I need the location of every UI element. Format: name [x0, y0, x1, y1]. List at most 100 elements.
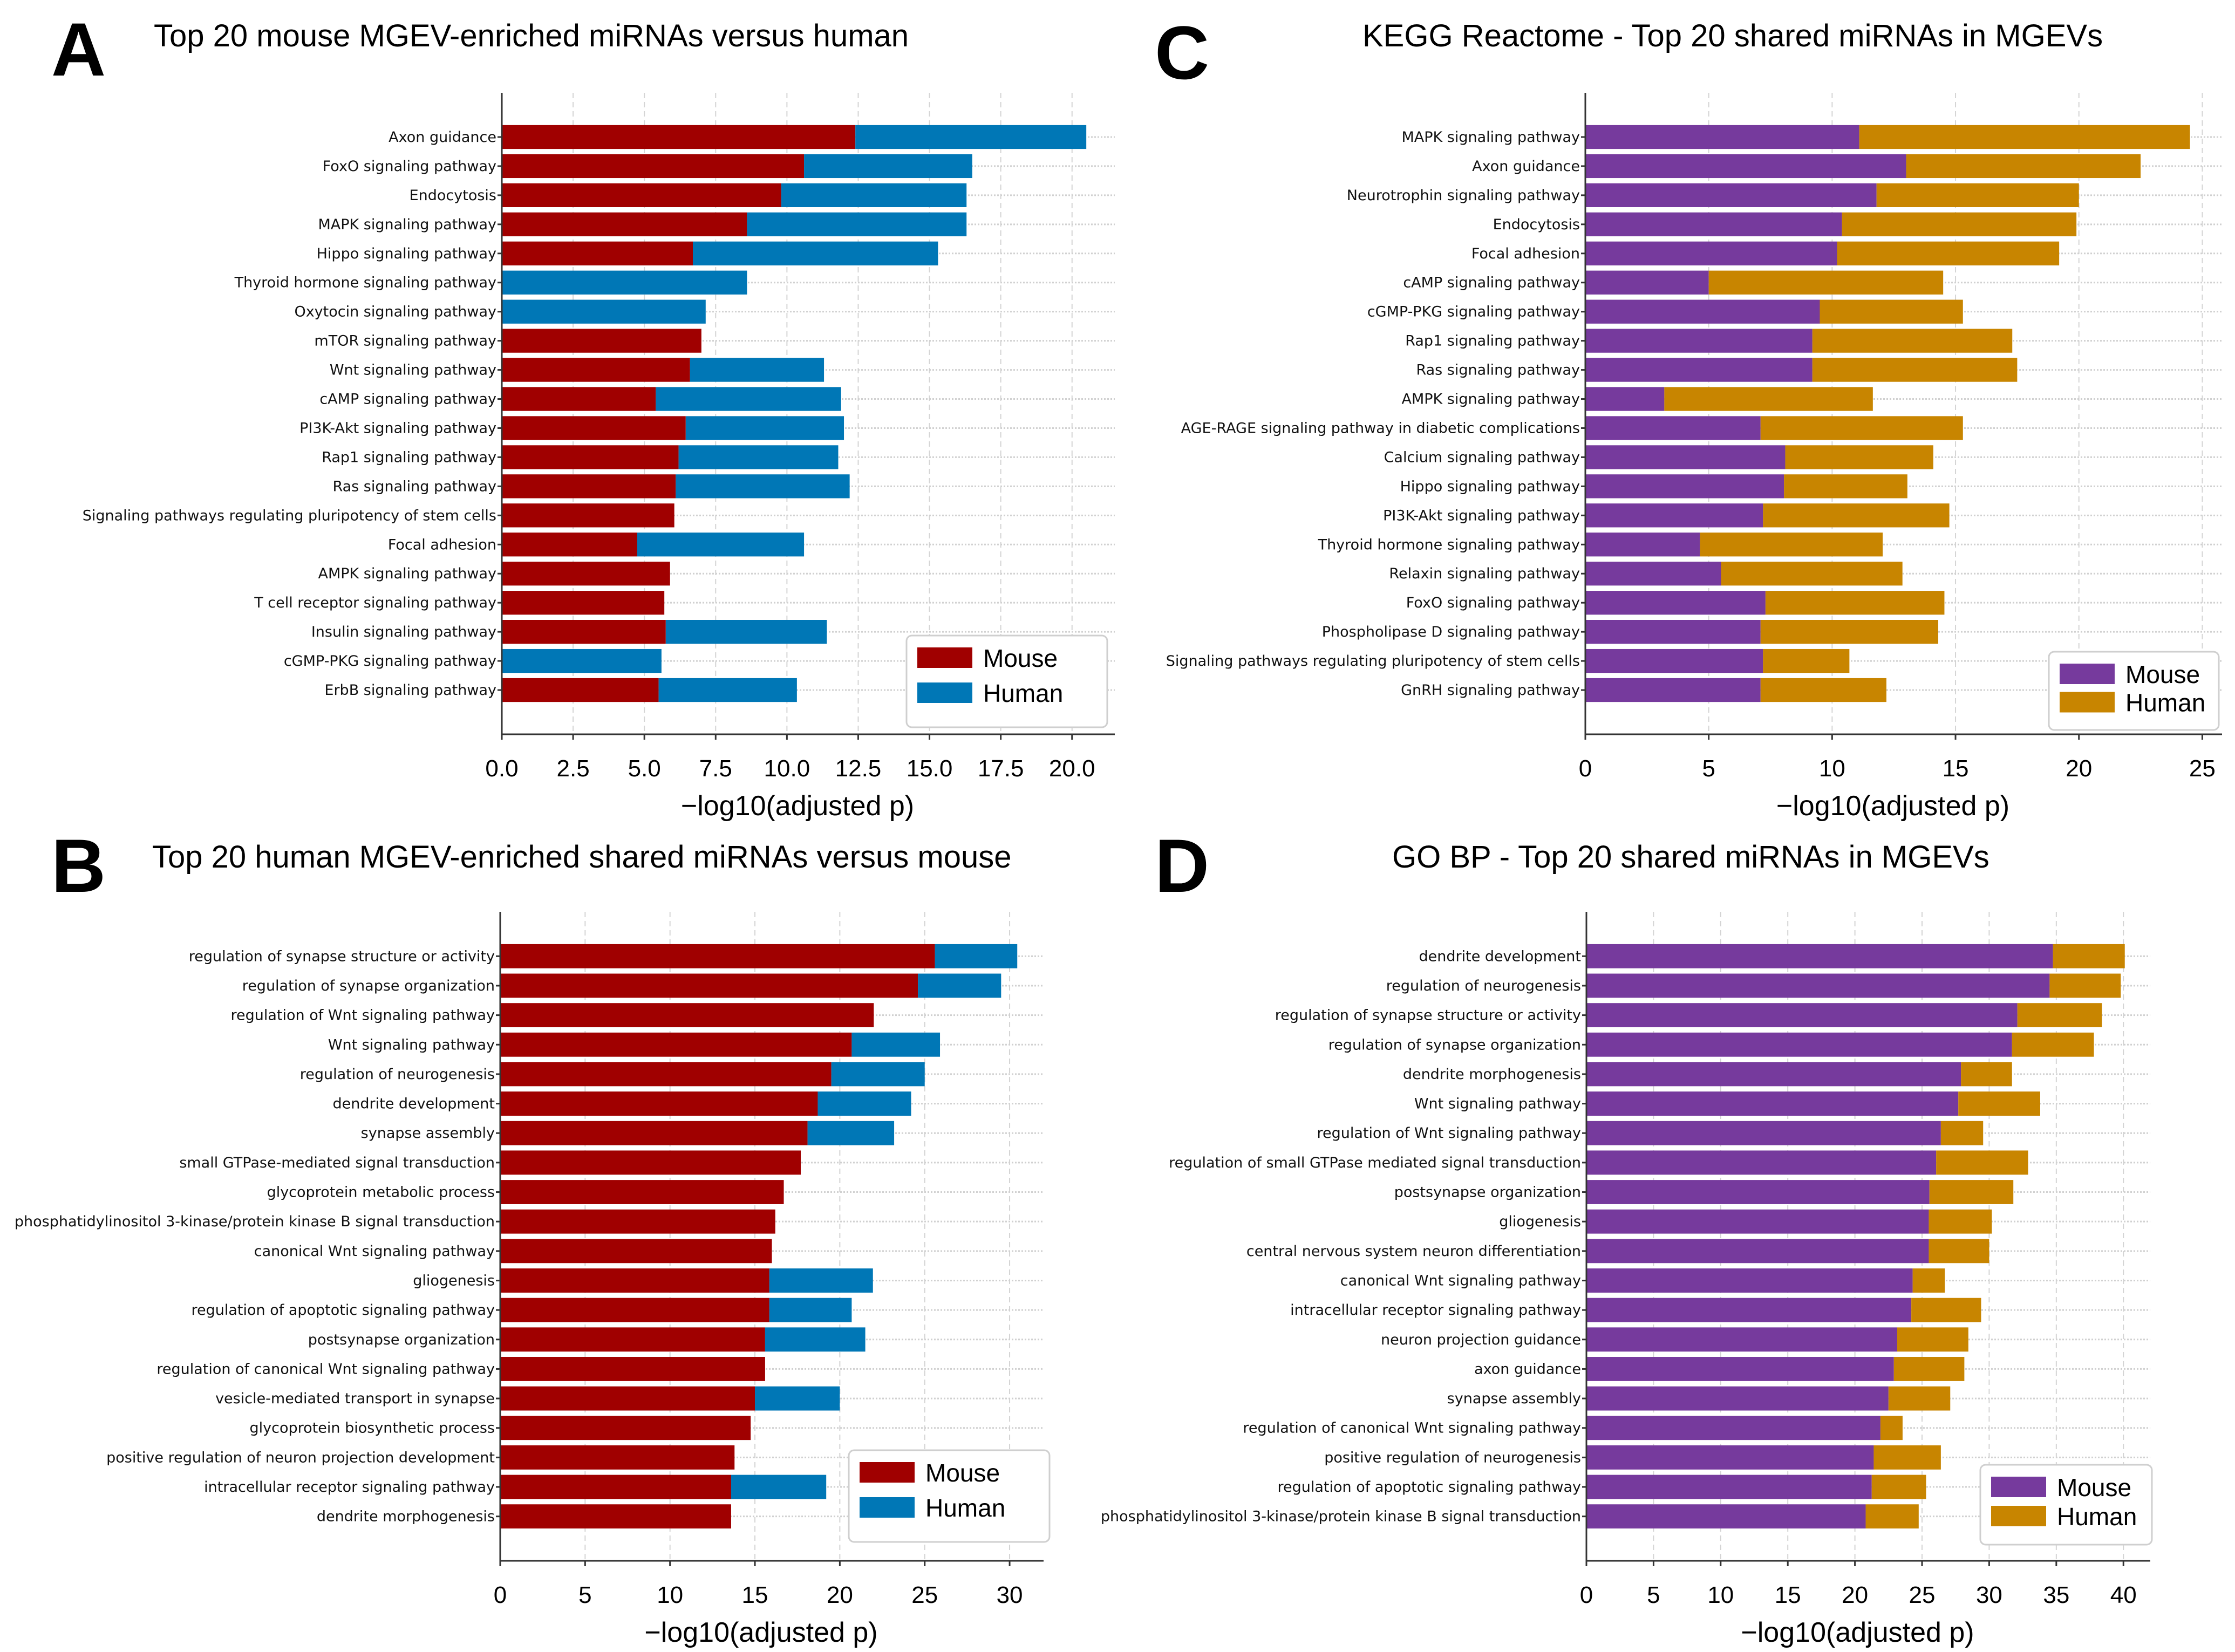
bar-mouse-18 — [1585, 620, 1761, 644]
x-tick-label: 2.5 — [557, 755, 590, 782]
category-label: dendrite morphogenesis — [317, 1508, 495, 1525]
bar-mouse-2 — [1585, 154, 1906, 179]
category-label: Phospholipase D signaling pathway — [1322, 624, 1580, 640]
bar-human-16 — [755, 1386, 840, 1411]
bar-mouse-6 — [500, 1091, 818, 1116]
x-tick-label: 5 — [1647, 1582, 1660, 1608]
x-tick-label: 25 — [1909, 1582, 1936, 1608]
legend-label-mouse: Mouse — [925, 1459, 1000, 1487]
category-label: AMPK signaling pathway — [318, 565, 496, 582]
bar-human-15 — [1700, 533, 1883, 557]
legend-label-mouse: Mouse — [2057, 1473, 2131, 1501]
x-tick-label: 20 — [827, 1582, 853, 1608]
bar-mouse-17 — [1586, 1416, 1880, 1441]
x-tick-label: 10 — [1707, 1582, 1734, 1608]
panel-letter-a: A — [51, 7, 106, 92]
bar-human-16 — [1888, 1386, 1951, 1411]
bar-mouse-15 — [1586, 1357, 1894, 1381]
bar-mouse-5 — [1585, 241, 1837, 265]
bar-mouse-2 — [502, 154, 805, 179]
category-label: Wnt signaling pathway — [330, 362, 496, 379]
bar-human-2 — [804, 154, 972, 179]
bar-mouse-8 — [1586, 1150, 1937, 1175]
legend-swatch-mouse — [917, 647, 972, 668]
category-label: Signaling pathways regulating pluripoten… — [83, 507, 496, 524]
x-tick-label: 20 — [2066, 755, 2092, 782]
bar-human-1 — [935, 944, 1018, 968]
category-label: cAMP signaling pathway — [319, 391, 496, 408]
bar-mouse-12 — [1586, 1268, 1913, 1293]
bar-mouse-18 — [502, 620, 666, 644]
category-label: phosphatidylinositol 3-kinase/protein ki… — [15, 1213, 495, 1230]
bar-human-2 — [918, 973, 1001, 998]
bar-mouse-13 — [1586, 1298, 1912, 1322]
panel-title-a: Top 20 mouse MGEV-enriched miRNAs versus… — [154, 18, 909, 53]
x-tick-label: 10 — [657, 1582, 683, 1608]
x-tick-label: 7.5 — [699, 755, 732, 782]
category-label: regulation of synapse structure or activ… — [189, 948, 495, 965]
panel-letter-c: C — [1155, 10, 1210, 95]
x-axis-title: −log10(adjusted p) — [644, 1617, 877, 1648]
category-label: gliogenesis — [1499, 1213, 1581, 1230]
bar-mouse-11 — [1585, 416, 1761, 440]
bar-mouse-4 — [1585, 212, 1842, 236]
bar-human-7 — [1940, 1121, 1984, 1145]
bar-human-17 — [1880, 1416, 1903, 1441]
category-label: dendrite morphogenesis — [1403, 1066, 1581, 1083]
bar-human-13 — [676, 474, 850, 499]
bar-mouse-3 — [1586, 1003, 2018, 1028]
category-label: central nervous system neuron differenti… — [1246, 1243, 1581, 1260]
x-tick-label: 15 — [742, 1582, 768, 1608]
bar-human-3 — [1876, 183, 2079, 207]
bar-human-20 — [1760, 678, 1886, 702]
x-tick-label: 40 — [2110, 1582, 2137, 1608]
panel-title-c: KEGG Reactome - Top 20 shared miRNAs in … — [1362, 18, 2103, 53]
bar-mouse-16 — [1585, 562, 1721, 586]
legend-label-mouse: Mouse — [983, 644, 1058, 672]
bar-mouse-10 — [500, 1209, 775, 1234]
category-label: regulation of synapse organization — [1328, 1036, 1581, 1053]
bar-mouse-12 — [500, 1268, 769, 1293]
bar-mouse-20 — [1585, 678, 1761, 702]
category-label: Focal adhesion — [388, 536, 496, 553]
x-tick-label: 30 — [997, 1582, 1023, 1608]
bar-mouse-8 — [500, 1150, 801, 1175]
category-label: GnRH signaling pathway — [1401, 682, 1580, 699]
panel-title-b: Top 20 human MGEV-enriched shared miRNAs… — [152, 839, 1012, 875]
x-tick-label: 0 — [494, 1582, 507, 1608]
category-label: regulation of Wnt signaling pathway — [1317, 1125, 1582, 1142]
category-label: FoxO signaling pathway — [323, 158, 496, 175]
category-label: small GTPase-mediated signal transductio… — [179, 1155, 495, 1171]
bar-human-9 — [1812, 358, 2018, 382]
category-label: dendrite development — [333, 1096, 495, 1112]
bar-human-9 — [1929, 1180, 2014, 1204]
bar-human-1 — [1859, 125, 2190, 149]
bar-mouse-3 — [1585, 183, 1877, 207]
bar-human-6 — [502, 270, 747, 295]
bar-mouse-5 — [500, 1062, 832, 1087]
legend-label-mouse: Mouse — [2125, 660, 2200, 688]
category-label: axon guidance — [1474, 1361, 1581, 1377]
category-label: phosphatidylinositol 3-kinase/protein ki… — [1101, 1508, 1581, 1525]
bar-mouse-11 — [502, 416, 686, 440]
bar-mouse-18 — [500, 1445, 735, 1470]
bar-human-12 — [769, 1268, 873, 1293]
bar-mouse-11 — [500, 1239, 772, 1264]
bar-human-18 — [1760, 620, 1939, 644]
x-tick-label: 30 — [1976, 1582, 2002, 1608]
bar-human-13 — [769, 1298, 852, 1322]
bar-human-4 — [851, 1032, 941, 1057]
bar-human-7 — [807, 1121, 895, 1145]
bar-mouse-15 — [1585, 533, 1700, 557]
category-label: Thyroid hormone signaling pathway — [1318, 536, 1580, 553]
legend-swatch-human — [2060, 692, 2115, 713]
bar-human-11 — [1760, 416, 1963, 440]
bar-mouse-19 — [500, 1474, 731, 1499]
category-label: synapse assembly — [1447, 1390, 1581, 1407]
bar-human-20 — [658, 678, 797, 702]
category-label: glycoprotein metabolic process — [267, 1184, 495, 1201]
bar-mouse-17 — [502, 591, 665, 615]
bar-mouse-10 — [1586, 1209, 1929, 1234]
